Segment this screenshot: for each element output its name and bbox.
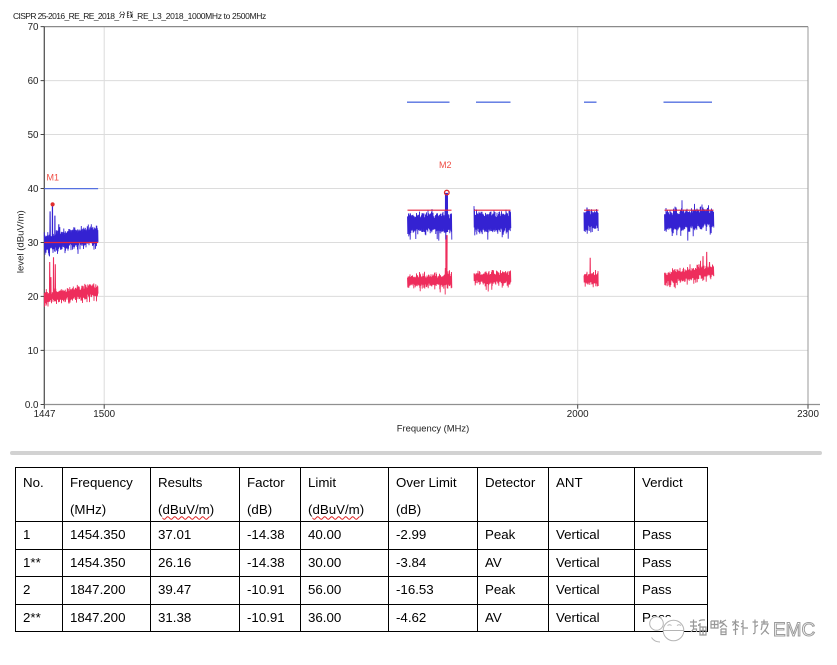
svg-text:M2: M2 — [439, 160, 452, 170]
svg-text:2300: 2300 — [797, 409, 819, 420]
svg-text:1500: 1500 — [93, 409, 115, 420]
svg-text:10: 10 — [28, 346, 39, 357]
svg-text:0.0: 0.0 — [25, 400, 39, 411]
svg-text:1447: 1447 — [34, 409, 56, 420]
svg-text:Frequency (MHz): Frequency (MHz) — [397, 423, 469, 434]
svg-text:2000: 2000 — [567, 409, 589, 420]
svg-text:CISPR 25-2016_RE_RE_2018_: CISPR 25-2016_RE_RE_2018_ — [13, 11, 119, 21]
svg-text:20: 20 — [28, 292, 39, 303]
svg-text:M1: M1 — [47, 173, 60, 183]
svg-text:EMC: EMC — [773, 620, 815, 641]
svg-text:_RE_L3_2018_1000MHz to 2500MHz: _RE_L3_2018_1000MHz to 2500MHz — [132, 11, 266, 21]
svg-text:60: 60 — [28, 76, 39, 87]
svg-text:70: 70 — [28, 22, 39, 33]
svg-text:level (dBuV/m): level (dBuV/m) — [16, 210, 27, 273]
svg-text:40: 40 — [28, 184, 39, 195]
svg-text:50: 50 — [28, 130, 39, 141]
svg-text:30: 30 — [28, 238, 39, 249]
